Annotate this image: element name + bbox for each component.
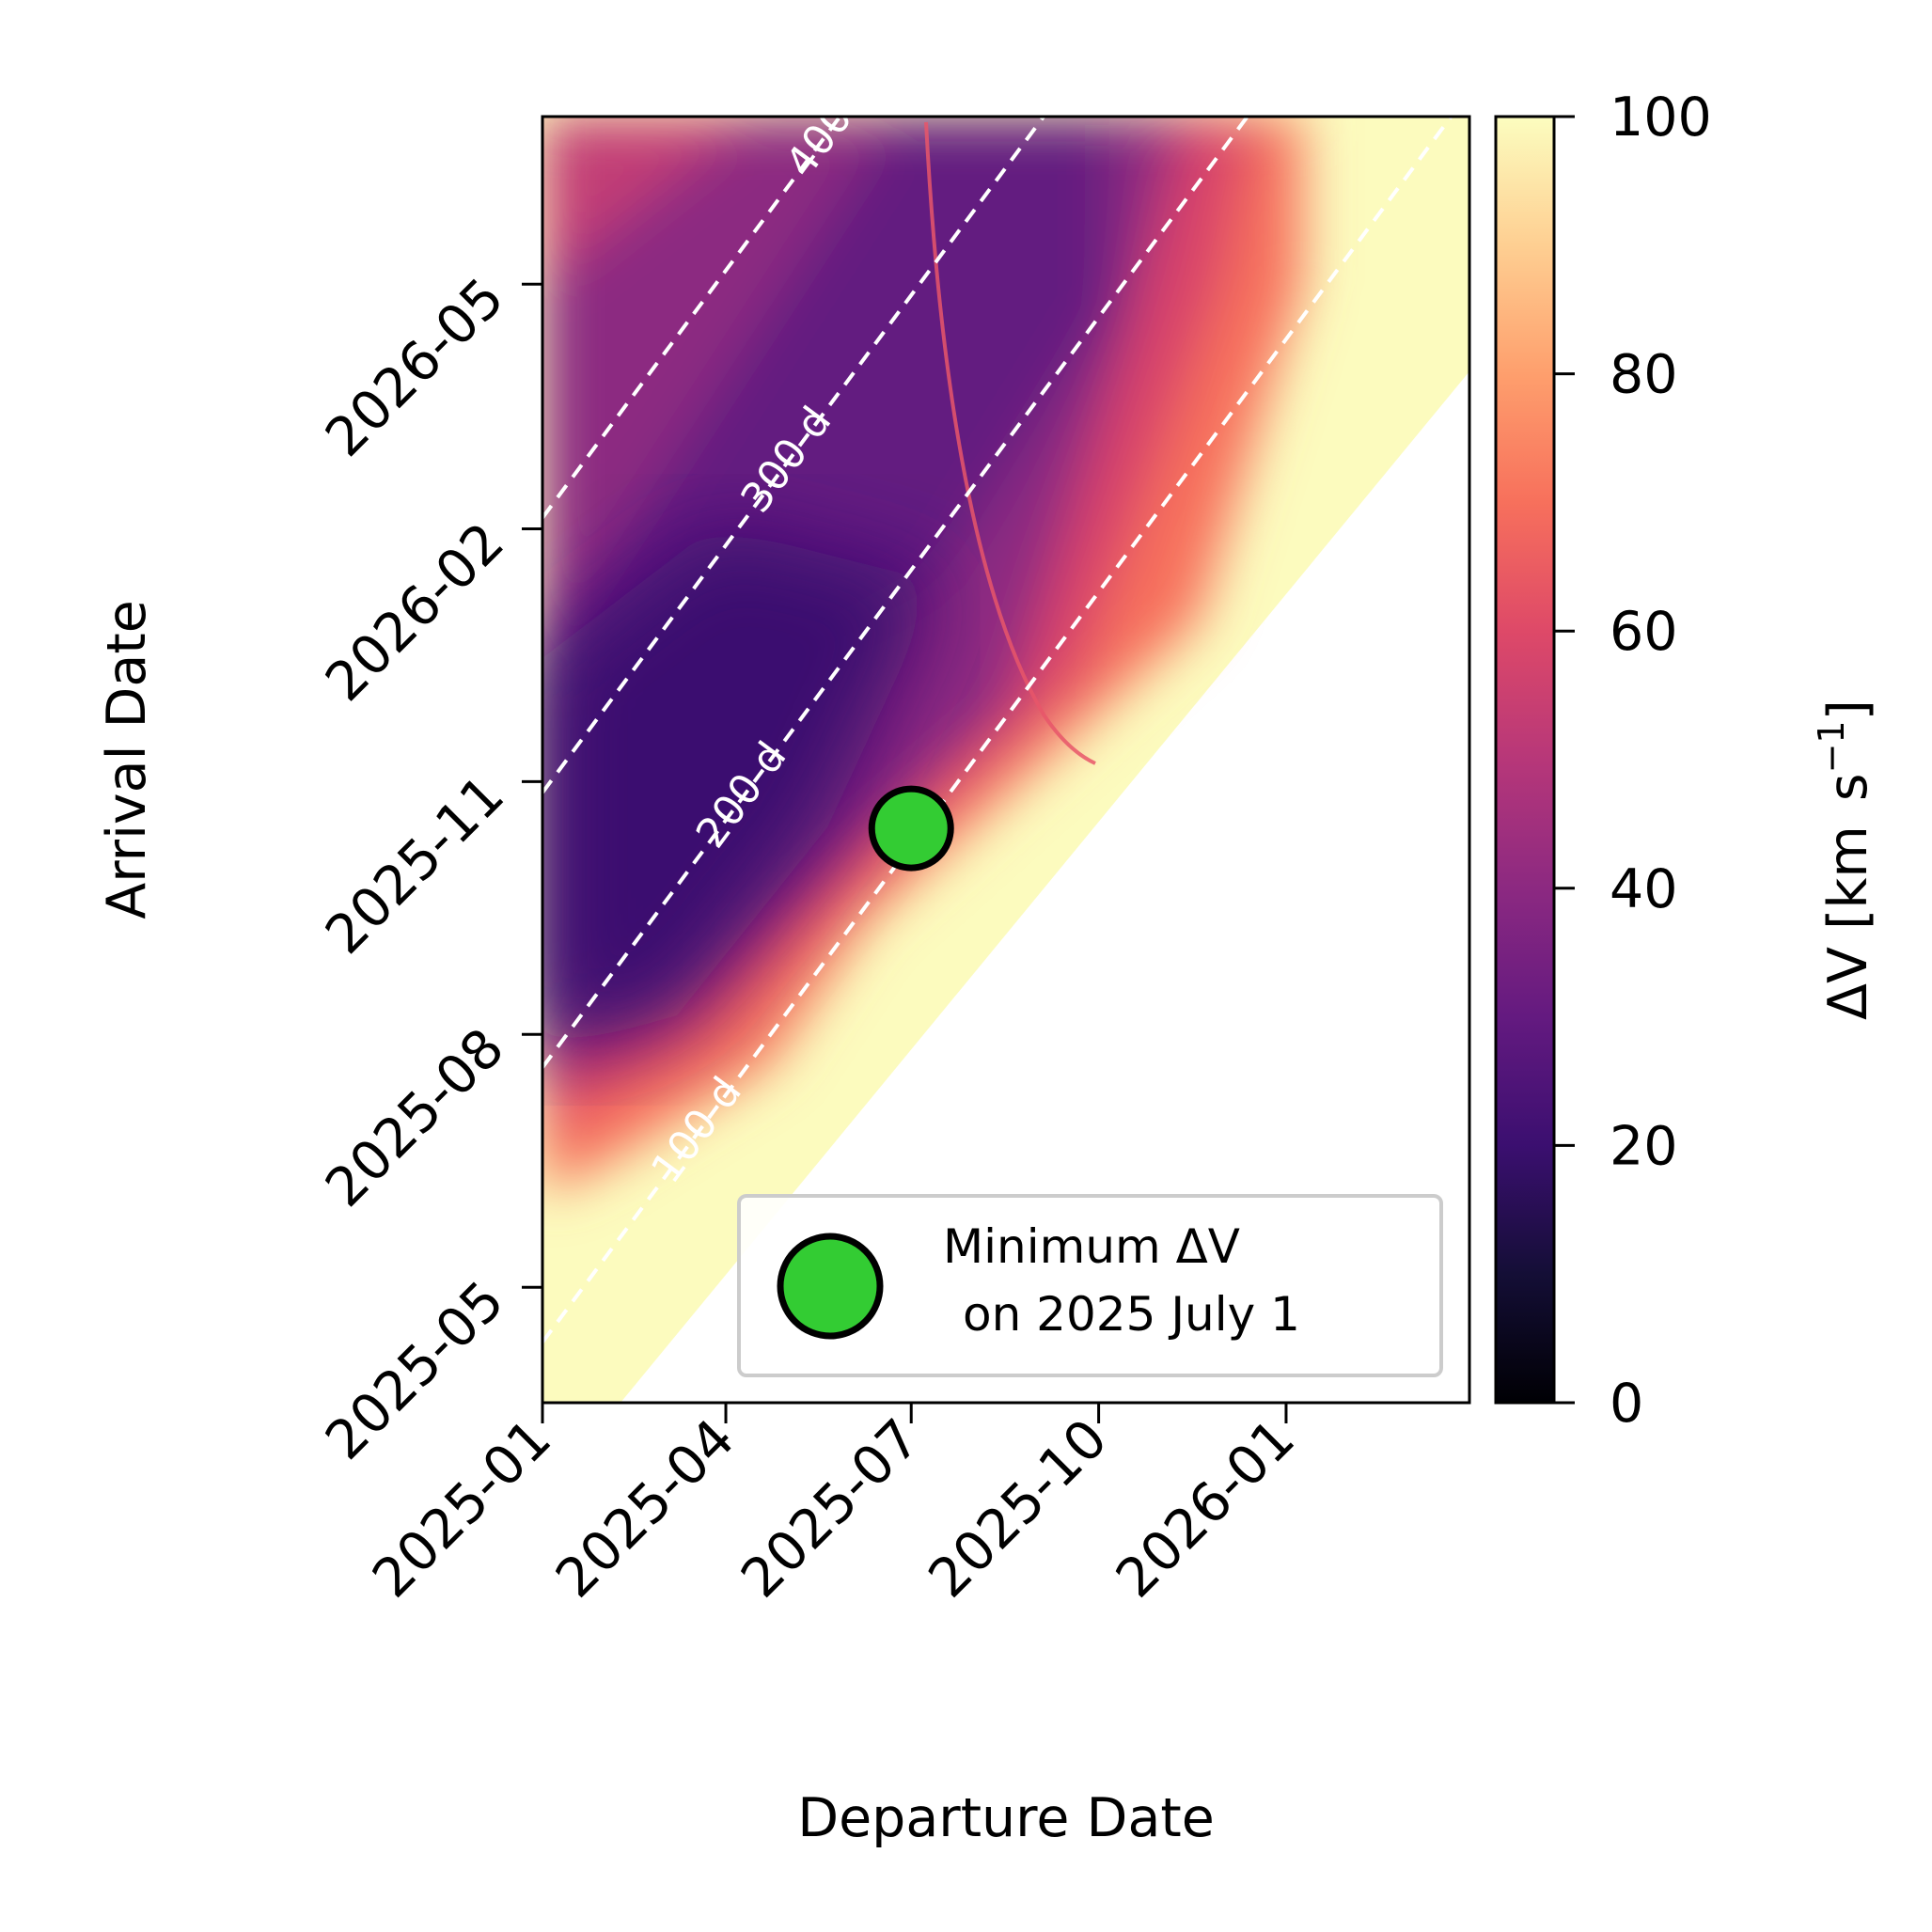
colorbar-gradient: [1494, 115, 1556, 1405]
colorbar-label: ΔV [km s−1]: [1811, 699, 1879, 1020]
plot-frame: [541, 115, 1471, 1405]
tof-contour-line: [542, 117, 842, 519]
time-of-flight-contours: [542, 117, 1453, 1343]
colorbar-label-unit: s: [1817, 773, 1879, 801]
x-tick-label: 2026-01: [1105, 1407, 1307, 1610]
legend-box: [737, 1194, 1443, 1377]
colorbar-tick-label: 60: [1610, 601, 1678, 663]
colorbar-tick-label: 40: [1610, 858, 1678, 920]
tof-contour-line: [542, 117, 1250, 1069]
colorbar-tick-label: 0: [1610, 1373, 1643, 1435]
y-tick-label: 2025-11: [314, 764, 516, 966]
colorbar: 0 20 40 60 80 100 ΔV [km s−1]: [1494, 86, 1879, 1435]
y-tick-label: 2026-02: [314, 511, 516, 714]
colorbar-label-exp: −1: [1811, 720, 1852, 773]
legend: Minimum ΔV on 2025 July 1: [737, 1194, 1443, 1377]
x-axis-label: Departure Date: [797, 1787, 1215, 1849]
y-tick-label: 2026-05: [314, 267, 516, 469]
legend-marker: [777, 1233, 884, 1340]
y-axis-label: Arrival Date: [96, 600, 158, 919]
x-tick-label: 2025-04: [544, 1407, 746, 1610]
colorbar-tick-label: 80: [1610, 344, 1678, 406]
colorbar-label-main: ΔV [km: [1817, 825, 1879, 1020]
legend-label-line2: on 2025 July 1: [963, 1287, 1300, 1342]
x-tick-label: 2025-07: [730, 1407, 932, 1610]
colorbar-label-close: ]: [1817, 699, 1879, 720]
minimum-delta-v-marker: [868, 785, 954, 872]
colorbar-ticks: 0 20 40 60 80 100: [1554, 86, 1712, 1435]
x-tick-label: 2025-10: [917, 1407, 1119, 1610]
legend-label-line1: Minimum ΔV: [943, 1219, 1240, 1274]
y-tick-label: 2025-08: [314, 1017, 516, 1219]
colorbar-tick-label: 100: [1610, 86, 1712, 149]
colorbar-tick-label: 20: [1610, 1115, 1678, 1177]
tof-contour-line: [542, 117, 1046, 794]
tof-contour-line: [542, 117, 1453, 1343]
